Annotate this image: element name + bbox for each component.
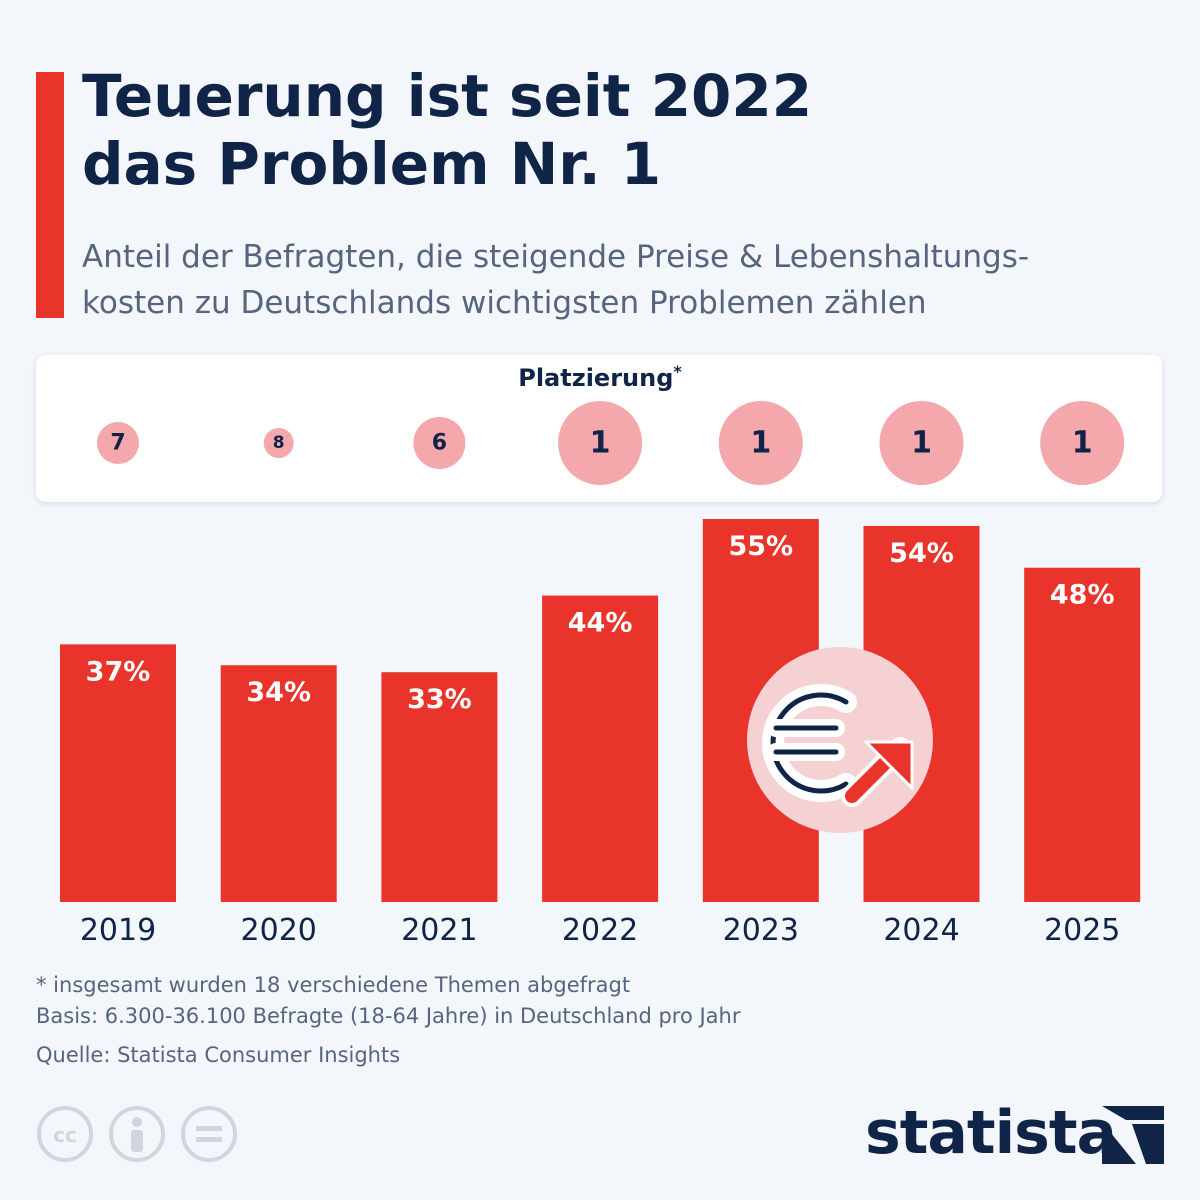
rank-circle-2020 xyxy=(263,428,294,458)
footnote-topics: * insgesamt wurden 18 verschiedene Theme… xyxy=(36,973,631,997)
rank-circle-2024 xyxy=(879,401,964,485)
rank-label-2024: 1 xyxy=(911,426,932,461)
year-label-2022: 2022 xyxy=(562,913,638,948)
rank-circle-2023 xyxy=(718,401,803,485)
statista-logo-icon xyxy=(1102,1106,1164,1164)
euro-rising-arrow-icon xyxy=(747,647,933,833)
ranking-circles: 7 8 6 1 1 1 1 xyxy=(97,401,1125,485)
value-label-2025: 48% xyxy=(1050,580,1115,611)
ranking-heading-text: Platzierung xyxy=(518,364,674,392)
bar-2020 xyxy=(220,665,337,902)
rank-label-2023: 1 xyxy=(750,426,771,461)
rank-label-2020: 8 xyxy=(273,433,285,453)
ranking-heading: Platzierung* xyxy=(0,362,1200,392)
value-label-2022: 44% xyxy=(568,608,633,639)
value-label-2021: 33% xyxy=(407,684,472,715)
rank-circle-2019 xyxy=(97,422,139,464)
value-label-2019: 37% xyxy=(86,656,151,687)
rank-label-2025: 1 xyxy=(1072,426,1093,461)
rank-label-2022: 1 xyxy=(590,426,611,461)
rank-circle-2021 xyxy=(413,417,466,469)
brand-logo: statista xyxy=(865,1098,1117,1168)
year-label-2019: 2019 xyxy=(80,913,156,948)
value-label-2023: 55% xyxy=(728,531,793,562)
rank-circle-2022 xyxy=(558,401,643,485)
value-label-2020: 34% xyxy=(246,677,311,708)
license-icons: cc xyxy=(37,1106,237,1162)
year-label-2023: 2023 xyxy=(723,913,799,948)
rank-label-2019: 7 xyxy=(110,431,125,456)
svg-text:cc: cc xyxy=(53,1123,77,1147)
rank-circle-2025 xyxy=(1040,401,1125,485)
title-line-1: Teuerung ist seit 2022 xyxy=(82,62,813,130)
title-line-2: das Problem Nr. 1 xyxy=(82,130,662,198)
year-label-2021: 2021 xyxy=(401,913,477,948)
cc-icon: cc xyxy=(37,1106,93,1162)
year-label-2024: 2024 xyxy=(883,913,959,948)
subtitle-line-1: Anteil der Befragten, die steigende Prei… xyxy=(82,239,1030,275)
bar-2022 xyxy=(542,595,659,902)
year-label-2020: 2020 xyxy=(241,913,317,948)
ranking-footnote-mark: * xyxy=(673,362,682,381)
footnotes: * insgesamt wurden 18 verschiedene Theme… xyxy=(36,970,741,1071)
title-accent-bar xyxy=(36,72,64,318)
bar-2021 xyxy=(381,672,498,902)
bar-2019 xyxy=(60,644,176,902)
source-note: Quelle: Statista Consumer Insights xyxy=(36,1043,401,1067)
no-derivatives-icon xyxy=(181,1106,237,1162)
value-label-2024: 54% xyxy=(889,538,954,569)
bar-chart: 7 8 6 1 1 1 1 37% 2019 34% 2020 33% 2021 44% 2022 55% 2… xyxy=(60,401,1141,948)
rank-label-2021: 6 xyxy=(432,431,447,456)
bars: 37% 2019 34% 2020 33% 2021 44% 2022 55% 2023 54% 20… xyxy=(60,519,1141,948)
chart-subtitle: Anteil der Befragten, die steigende Prei… xyxy=(82,234,1182,326)
year-label-2025: 2025 xyxy=(1044,913,1120,948)
chart-title: Teuerung ist seit 2022 das Problem Nr. 1 xyxy=(82,62,812,198)
subtitle-line-2: kosten zu Deutschlands wichtigsten Probl… xyxy=(82,285,927,321)
bar-2025 xyxy=(1024,567,1141,902)
footnote-basis: Basis: 6.300-36.100 Befragte (18-64 Jahr… xyxy=(36,1004,741,1028)
attribution-icon xyxy=(109,1106,165,1162)
